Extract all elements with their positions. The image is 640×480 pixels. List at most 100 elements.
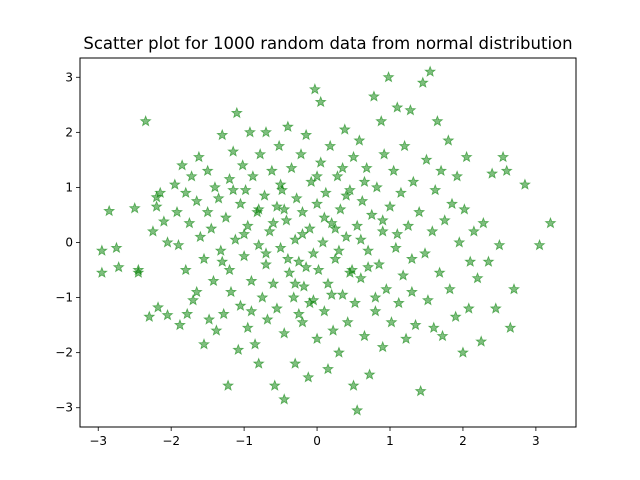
data-point — [336, 161, 349, 174]
data-point — [347, 150, 360, 163]
data-point — [256, 291, 269, 303]
data-point — [172, 238, 185, 251]
data-point — [343, 266, 356, 278]
data-point — [376, 225, 389, 237]
data-point — [380, 282, 393, 295]
data-point — [341, 316, 354, 328]
data-point — [340, 230, 353, 243]
data-point — [486, 167, 499, 179]
data-point — [110, 241, 123, 254]
data-point — [329, 252, 342, 265]
x-tick-label: −3 — [89, 434, 107, 448]
data-point — [245, 305, 258, 317]
data-point — [259, 126, 273, 138]
data-point — [267, 216, 280, 229]
y-tick-label: −3 — [55, 401, 73, 415]
data-point — [307, 247, 320, 259]
data-point — [378, 148, 391, 160]
data-point — [518, 178, 531, 190]
data-point — [212, 192, 225, 204]
data-point — [128, 202, 141, 214]
data-point — [544, 216, 557, 229]
data-point — [278, 327, 291, 339]
data-point — [438, 214, 451, 226]
data-point — [161, 236, 174, 248]
data-point — [500, 164, 513, 177]
data-point — [241, 219, 254, 232]
data-point — [321, 362, 335, 375]
data-point — [296, 205, 309, 218]
data-point — [343, 183, 356, 196]
data-point — [154, 186, 167, 199]
data-point — [370, 181, 383, 193]
data-point — [143, 310, 156, 322]
data-point — [391, 227, 404, 240]
data-point — [223, 263, 236, 276]
data-point — [312, 263, 325, 276]
data-point — [183, 216, 196, 229]
data-point — [227, 145, 240, 157]
data-point — [103, 204, 116, 217]
data-point — [203, 313, 216, 325]
data-point — [362, 260, 375, 273]
data-point — [296, 316, 309, 328]
data-point — [243, 126, 256, 138]
data-point — [95, 266, 108, 278]
data-point — [329, 222, 342, 234]
data-point — [208, 181, 221, 193]
data-point — [316, 236, 329, 248]
data-point — [467, 225, 480, 237]
data-point — [245, 274, 258, 287]
data-point — [475, 335, 488, 347]
data-point — [332, 244, 345, 256]
data-point — [353, 134, 366, 146]
data-point — [311, 170, 324, 182]
data-point — [311, 332, 324, 345]
data-point — [433, 266, 446, 278]
data-point — [217, 307, 230, 320]
data-point — [391, 101, 404, 113]
data-point — [471, 271, 484, 284]
data-point — [358, 329, 371, 342]
x-axis: −3 −2 −1 0 1 2 3 — [89, 427, 540, 448]
data-point — [327, 324, 340, 336]
data-point — [146, 225, 159, 237]
data-point — [336, 288, 349, 300]
data-point — [252, 203, 265, 215]
data-point — [338, 123, 351, 135]
data-point — [261, 313, 274, 325]
y-tick-label: 2 — [65, 125, 73, 139]
data-point — [427, 321, 440, 333]
data-point — [460, 150, 473, 163]
data-point — [462, 302, 475, 314]
data-point — [249, 338, 262, 350]
data-point — [214, 244, 227, 256]
data-point — [150, 200, 163, 212]
data-point — [424, 65, 437, 77]
data-point — [267, 277, 280, 289]
data-point — [482, 255, 495, 267]
data-point — [319, 186, 332, 199]
data-point — [112, 260, 125, 273]
data-point — [238, 227, 251, 240]
data-point — [296, 227, 309, 240]
data-point — [181, 307, 194, 320]
data-point — [278, 393, 291, 405]
data-point — [354, 271, 367, 284]
data-point — [187, 293, 200, 306]
data-point — [210, 324, 223, 336]
data-point — [394, 186, 407, 199]
data-point — [224, 285, 238, 298]
data-point — [382, 70, 395, 83]
data-point — [493, 238, 506, 251]
data-point — [402, 219, 415, 232]
data-point — [477, 216, 490, 229]
data-point — [270, 302, 283, 314]
data-point — [173, 318, 186, 331]
data-point — [365, 208, 378, 221]
data-point — [258, 189, 271, 201]
data-point — [234, 299, 247, 311]
x-tick-label: 3 — [532, 434, 540, 448]
data-point — [176, 159, 189, 171]
